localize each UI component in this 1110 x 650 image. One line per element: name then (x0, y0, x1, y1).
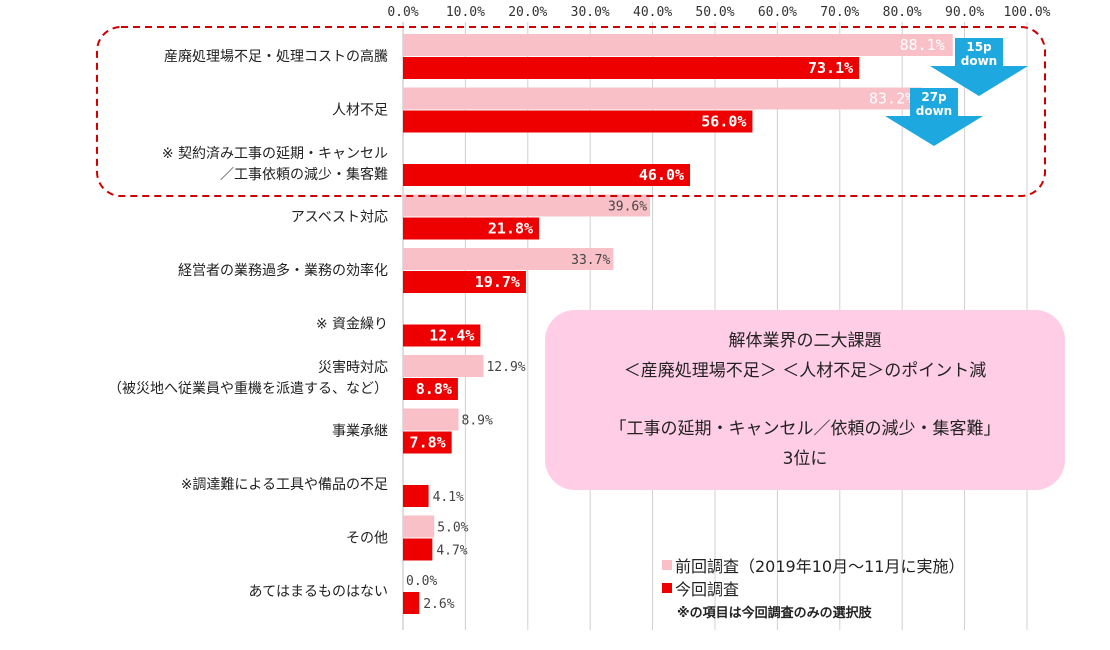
bar-previous (403, 248, 614, 270)
value-label-current: 4.7% (436, 544, 467, 559)
value-label-previous: 0.0% (406, 574, 437, 589)
down-arrow-label: 15p (966, 40, 992, 54)
value-labels: 88.1% 73.1% 83.2% 56.0% 46.0% 39.6% 21.8% 33.7%… (406, 36, 945, 612)
category-label: 産廃処理場不足・処理コストの高騰 (164, 48, 388, 65)
category-label: 事業承継 (332, 424, 388, 440)
callout-rank: 3位に (782, 449, 828, 469)
category-label: ※調達難による工具や備品の不足 (181, 477, 388, 493)
value-label-current: 12.4% (429, 327, 474, 345)
callout-highlight: 「工事の延期・キャンセル／依頼の減少・集客難」 (609, 419, 1001, 439)
category-label: 人材不足 (332, 103, 388, 119)
bar-current (403, 110, 753, 133)
value-label-previous: 83.2% (869, 90, 914, 108)
x-tick-label: 10.0% (446, 5, 485, 20)
legend-swatch-current (662, 582, 672, 593)
legend: 前回調査（2019年10月～11月に実施） 今回調査 ※の項目は今回調査のみの選… (662, 553, 964, 621)
bar-previous (403, 355, 484, 377)
x-tick-label: 20.0% (508, 5, 547, 20)
category-label: 災害時対応（被災地へ従業員や重機を派遣する、など） (108, 360, 388, 397)
value-label-current: 8.8% (416, 380, 452, 398)
x-tick-label: 0.0% (387, 5, 418, 20)
bar-current (403, 164, 691, 186)
bar-previous (403, 87, 923, 110)
bar-previous (403, 194, 651, 217)
value-label-previous: 33.7% (571, 253, 610, 268)
legend-item-previous: 前回調査（2019年10月～11月に実施） (662, 553, 964, 576)
legend-item-current: 今回調査 (662, 576, 964, 599)
value-label-previous: 88.1% (900, 36, 945, 54)
bar-current (403, 324, 481, 347)
highlight-box (96, 26, 1046, 197)
callout-title: 解体業界の二大課題 (728, 331, 882, 351)
legend-label-previous: 前回調査（2019年10月～11月に実施） (675, 556, 965, 576)
down-arrow-label: down (916, 104, 952, 118)
bar-current (403, 431, 452, 454)
x-tick-label: 30.0% (571, 5, 610, 20)
callout-box: 解体業界の二大課題 ＜産廃処理場不足＞ ＜人材不足＞のポイント減 「工事の延期・… (545, 310, 1065, 490)
bar-previous (403, 408, 459, 431)
value-label-previous: 8.9% (462, 414, 493, 429)
category-label: あてはまるものはない (249, 584, 388, 600)
x-tick-label: 90.0% (945, 5, 984, 20)
x-tick-label: 50.0% (695, 5, 734, 20)
x-tick-label: 100.0% (1004, 5, 1051, 20)
value-label-previous: 12.9% (486, 360, 525, 375)
x-tick-label: 80.0% (883, 5, 922, 20)
bar-previous (403, 34, 953, 56)
bar-current (403, 271, 526, 293)
category-label: 経営者の業務過多・業務の効率化 (178, 262, 388, 279)
value-label-current: 2.6% (423, 597, 454, 612)
value-label-current: 73.1% (808, 59, 853, 77)
value-label-current: 46.0% (639, 166, 684, 184)
legend-swatch-previous (662, 559, 672, 570)
value-label-current: 56.0% (701, 113, 746, 131)
bar-previous (403, 515, 435, 538)
x-tick-label: 60.0% (758, 5, 797, 20)
bar-current (403, 57, 860, 79)
bar-current (403, 592, 420, 614)
category-label: ※ 資金繰り (316, 317, 388, 333)
legend-note: ※の項目は今回調査のみの選択肢 (677, 606, 872, 621)
value-label-current: 19.7% (475, 273, 520, 291)
legend-label-current: 今回調査 (675, 579, 740, 599)
bar-current (403, 485, 429, 507)
x-axis-ticks: 0.0% 10.0% 20.0% 30.0% 40.0% 50.0% 60.0% 70.0% 8… (387, 5, 1050, 20)
bar-current (403, 378, 458, 400)
category-label: アスベスト対応 (291, 210, 388, 226)
down-arrow-shape (885, 88, 983, 146)
callout-subtitle: ＜産廃処理場不足＞ ＜人材不足＞のポイント減 (623, 361, 987, 381)
value-label-current: 21.8% (488, 220, 533, 238)
down-arrow-label: down (961, 54, 997, 68)
value-label-current: 7.8% (410, 434, 446, 452)
category-label: ※ 契約済み工事の延期・キャンセル／工事依頼の減少・集客難 (162, 146, 388, 183)
category-label: その他 (346, 531, 388, 547)
bar-current (403, 217, 540, 240)
x-tick-label: 70.0% (820, 5, 859, 20)
down-arrow-label: 27p (921, 90, 947, 104)
value-label-current: 4.1% (433, 490, 464, 505)
x-tick-label: 40.0% (633, 5, 672, 20)
bar-current (403, 538, 433, 561)
value-label-previous: 39.6% (608, 200, 647, 215)
value-label-previous: 5.0% (437, 521, 468, 536)
bars (403, 34, 953, 614)
down-arrow-shape (930, 38, 1028, 96)
